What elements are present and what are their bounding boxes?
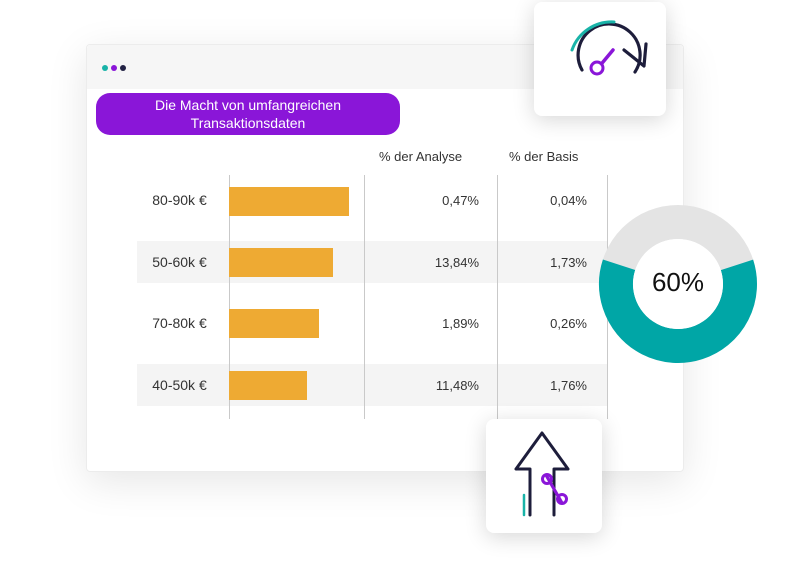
speedometer-icon: [570, 20, 648, 76]
row-stripe: [137, 241, 607, 283]
speedometer-card: [534, 2, 666, 116]
row-bar: [229, 187, 349, 216]
column-divider: [364, 175, 365, 419]
row-label: 70-80k €: [152, 315, 207, 331]
row-value-analyse: 0,47%: [442, 193, 479, 208]
arrow-up-percent-icon: [514, 431, 570, 517]
donut-center: [633, 239, 723, 329]
column-divider: [229, 175, 230, 419]
row-label: 80-90k €: [152, 192, 207, 208]
donut-chart: [599, 205, 757, 363]
row-value-basis: 0,26%: [550, 316, 587, 331]
row-bar: [229, 248, 333, 277]
row-stripe: [137, 364, 607, 406]
row-label: 50-60k €: [152, 254, 207, 270]
column-header-basis: % der Basis: [509, 149, 579, 164]
donut-fill: [599, 205, 757, 363]
row-value-basis: 1,73%: [550, 255, 587, 270]
column-header-analyse: % der Analyse: [379, 149, 463, 164]
row-value-basis: 0,04%: [550, 193, 587, 208]
row-value-analyse: 13,84%: [434, 255, 479, 270]
window-dot-purple: [111, 65, 117, 71]
column-divider: [497, 175, 498, 419]
window-dot-navy: [120, 65, 126, 71]
donut-label: 60%: [651, 267, 705, 297]
row-value-basis: 1,76%: [550, 378, 587, 393]
page-title: Die Macht von umfangreichen Transaktions…: [96, 93, 400, 135]
row-label: 40-50k €: [152, 377, 207, 393]
row-value-analyse: 11,48%: [435, 378, 479, 393]
window-dot-teal: [102, 65, 108, 71]
row-bar: [229, 309, 319, 338]
arrow-percent-card: [486, 419, 602, 533]
row-bar: [229, 371, 307, 400]
row-value-analyse: 1,89%: [442, 316, 479, 331]
